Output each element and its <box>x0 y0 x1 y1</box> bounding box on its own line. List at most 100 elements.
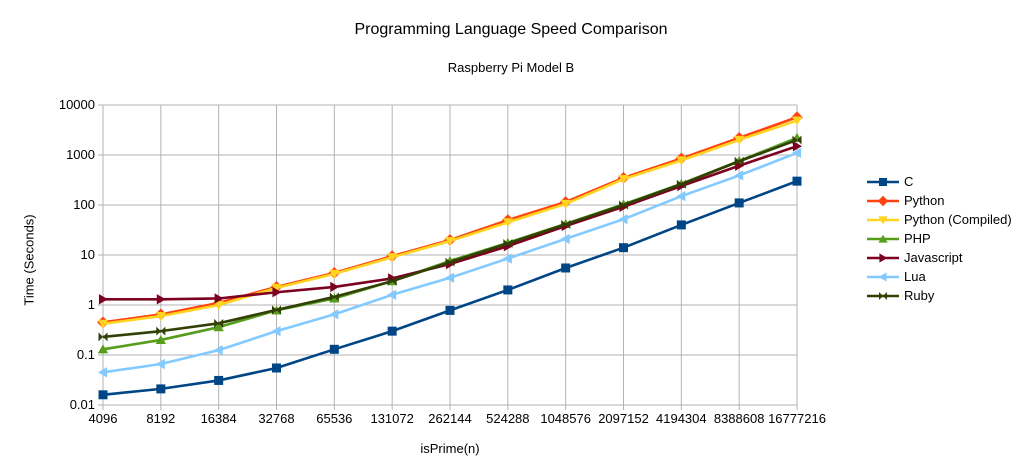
diamond-marker-icon <box>877 195 889 206</box>
square-marker-icon <box>676 220 686 230</box>
triangle-left-marker-icon <box>213 344 223 356</box>
y-tick-label: 10 <box>81 247 95 262</box>
square-marker-icon <box>734 198 744 208</box>
legend-triangle-right-icon <box>867 252 899 263</box>
triangle-left-marker-icon <box>329 309 339 320</box>
y-tick-label: 0.01 <box>70 397 95 412</box>
triangle-left-marker-icon <box>98 367 108 378</box>
triangle-down-marker-icon <box>155 312 167 322</box>
triangle-up-marker-icon <box>213 322 224 332</box>
triangle-left-marker-icon <box>271 325 281 337</box>
bowtie-marker-icon <box>792 135 802 145</box>
triangle-left-marker-icon <box>155 358 165 370</box>
square-marker-icon <box>445 305 455 315</box>
legend-item-c: C <box>866 172 1012 191</box>
legend-item-ruby: Ruby <box>866 286 1012 305</box>
x-tick-label: 32768 <box>258 411 294 426</box>
chart-subtitle: Raspberry Pi Model B <box>447 60 575 75</box>
triangle-left-marker-icon <box>676 191 686 202</box>
triangle-down-marker-icon <box>386 253 398 263</box>
legend-diamond-icon <box>867 195 899 206</box>
triangle-down-marker-icon <box>676 156 687 166</box>
square-marker-icon <box>879 177 887 186</box>
legend-triangle-up-icon <box>867 234 899 243</box>
bowtie-marker-icon <box>619 200 628 210</box>
triangle-left-marker-icon <box>502 253 512 264</box>
legend-item-php: PHP <box>866 229 1012 248</box>
triangle-right-marker-icon <box>792 141 802 152</box>
legend-label: PHP <box>904 231 931 246</box>
triangle-left-marker-icon <box>734 170 744 181</box>
legend-label: Lua <box>904 269 926 284</box>
triangle-down-marker-icon <box>560 199 571 209</box>
triangle-down-marker-icon <box>271 283 282 293</box>
square-marker-icon <box>561 263 571 273</box>
triangle-down-marker-icon <box>97 319 109 329</box>
triangle-down-marker-icon <box>502 218 514 228</box>
legend-label: Javascript <box>904 250 963 265</box>
x-tick-label: 2097152 <box>598 411 649 426</box>
bowtie-marker-icon <box>676 179 686 189</box>
legend-label: Python <box>904 193 945 208</box>
triangle-right-marker-icon <box>214 293 224 304</box>
triangle-up-marker-icon <box>155 334 167 344</box>
x-axis-title: isPrime(n) <box>420 441 480 456</box>
x-tick-label: 16777216 <box>768 411 826 426</box>
bowtie-marker-icon <box>156 326 166 336</box>
triangle-left-marker-icon <box>618 214 628 225</box>
bowtie-marker-icon <box>445 257 455 267</box>
triangle-right-marker-icon <box>156 294 166 305</box>
triangle-left-marker-icon <box>792 147 802 159</box>
y-tick-label: 1000 <box>66 147 95 162</box>
triangle-down-marker-icon <box>733 135 745 145</box>
square-marker-icon <box>619 243 628 253</box>
triangle-right-marker-icon <box>330 281 340 293</box>
square-marker-icon <box>272 363 281 373</box>
legend-label: C <box>904 174 914 189</box>
bowtie-marker-icon <box>503 238 513 248</box>
x-tick-label: 16384 <box>201 411 237 426</box>
chart-title: Programming Language Speed Comparison <box>354 21 668 38</box>
legend-label: Python (Compiled) <box>904 212 1012 227</box>
legend-bowtie-icon <box>867 291 899 300</box>
triangle-right-marker-icon <box>272 287 282 298</box>
triangle-left-marker-icon <box>560 233 570 245</box>
bowtie-marker-icon <box>734 156 744 166</box>
bowtie-marker-icon <box>879 291 887 300</box>
square-marker-icon <box>792 176 802 186</box>
legend-square-icon <box>867 177 899 186</box>
triangle-down-marker-icon <box>444 237 456 247</box>
bowtie-marker-icon <box>561 219 571 229</box>
legend-item-python-compiled-: Python (Compiled) <box>866 210 1012 229</box>
x-tick-label: 524288 <box>486 411 529 426</box>
bowtie-marker-icon <box>98 332 108 342</box>
triangle-down-marker-icon <box>618 175 629 185</box>
x-tick-label: 65536 <box>316 411 352 426</box>
bowtie-marker-icon <box>272 305 281 315</box>
triangle-right-marker-icon <box>879 252 888 263</box>
x-tick-label: 4096 <box>89 411 118 426</box>
legend-label: Ruby <box>904 288 935 303</box>
x-tick-label: 4194304 <box>656 411 707 426</box>
triangle-down-marker-icon <box>329 269 340 279</box>
square-marker-icon <box>98 390 108 400</box>
bowtie-marker-icon <box>214 318 224 328</box>
x-tick-label: 8388608 <box>714 411 765 426</box>
square-marker-icon <box>387 326 397 336</box>
triangle-up-marker-icon <box>878 234 888 243</box>
square-marker-icon <box>156 384 166 394</box>
square-marker-icon <box>329 344 339 354</box>
triangle-left-marker-icon <box>878 271 887 282</box>
square-marker-icon <box>503 285 513 295</box>
triangle-right-marker-icon <box>98 294 108 305</box>
x-tick-label: 131072 <box>370 411 413 426</box>
legend-item-lua: Lua <box>866 267 1012 286</box>
x-tick-label: 8192 <box>146 411 175 426</box>
y-tick-label: 10000 <box>59 97 95 112</box>
legend-item-javascript: Javascript <box>866 248 1012 267</box>
legend-item-python: Python <box>866 191 1012 210</box>
triangle-down-marker-icon <box>791 116 803 126</box>
y-tick-label: 1 <box>88 297 95 312</box>
